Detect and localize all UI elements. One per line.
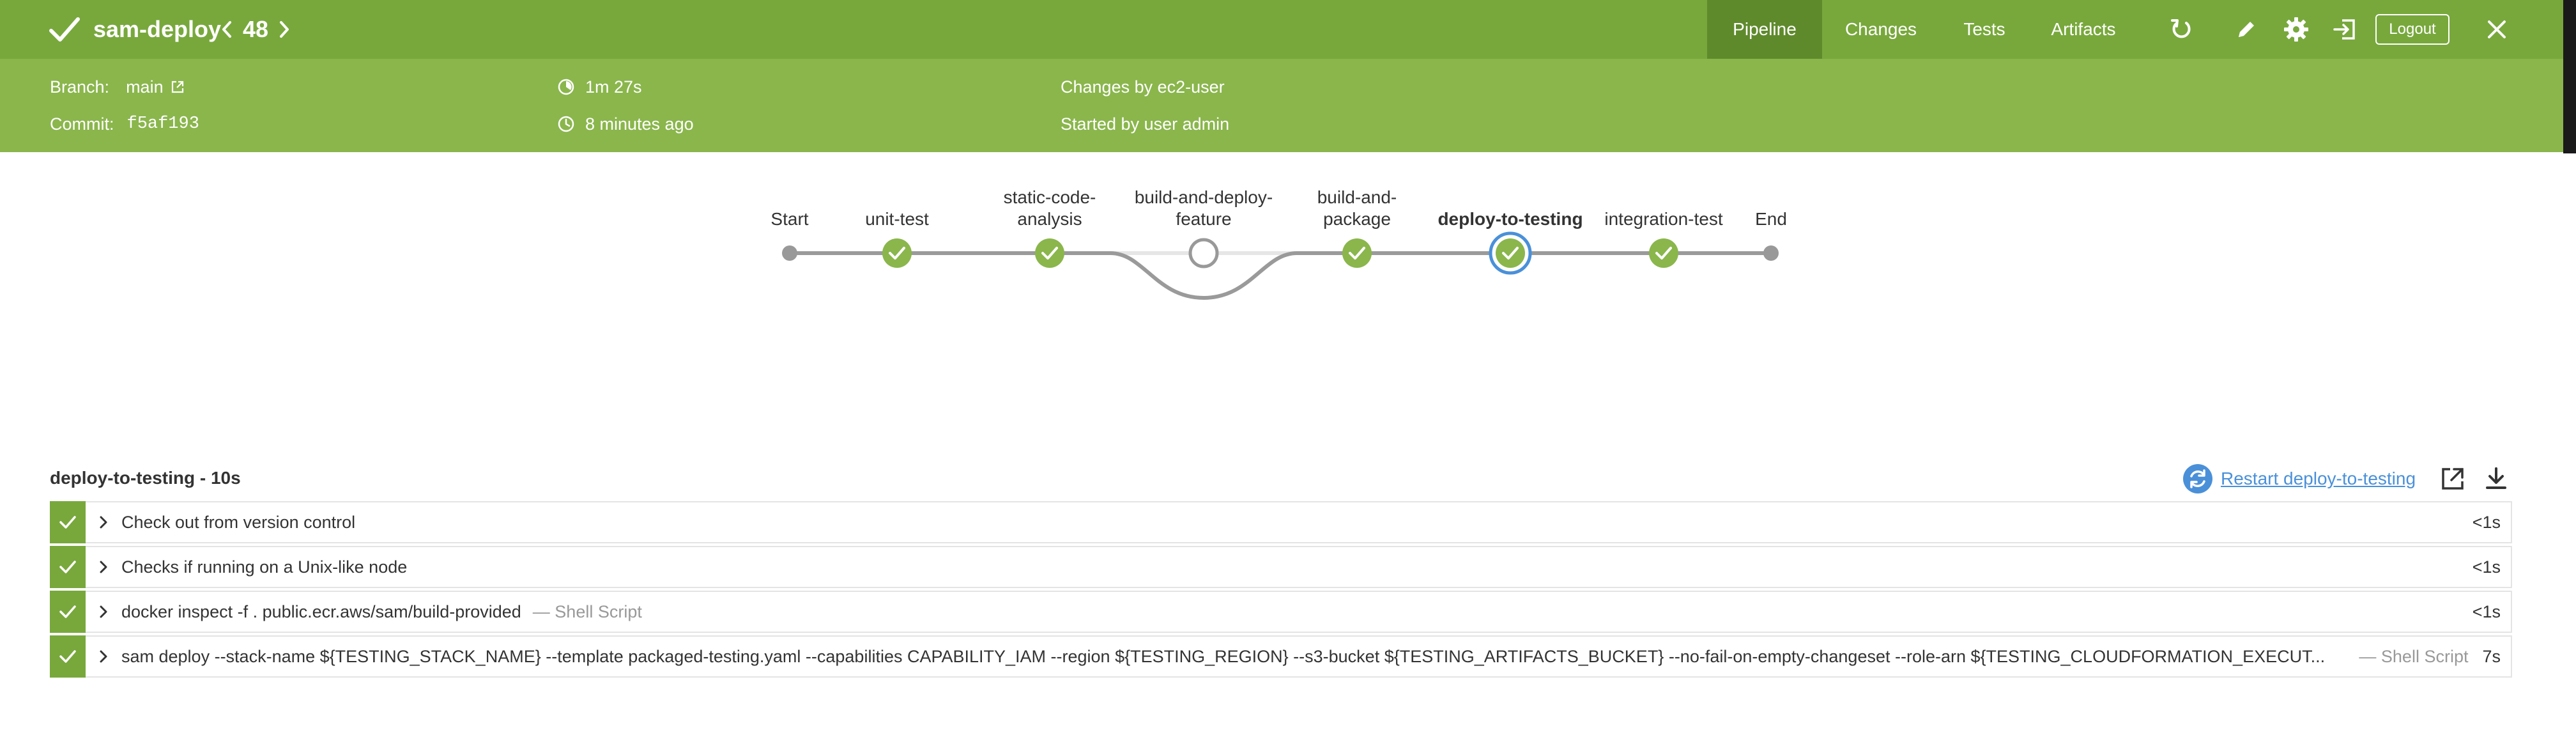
started-by: Started by user admin	[1061, 114, 1230, 134]
pipeline-header: sam-deploy 48 Pipeline Changes Tests Art…	[0, 0, 2563, 59]
duration-value: 1m 27s	[585, 77, 642, 97]
step-duration: 7s	[2482, 646, 2501, 666]
run-info-bar: Branch: main Commit: f5af193 1m 27s 8 mi…	[0, 59, 2563, 152]
step-row[interactable]: docker inspect -f . public.ecr.aws/sam/b…	[50, 591, 2512, 633]
header-tabs: Pipeline Changes Tests Artifacts	[1707, 0, 2138, 59]
step-label: Check out from version control	[121, 513, 2472, 532]
step-success-icon	[50, 635, 86, 678]
stage-label-end: End	[1755, 209, 1787, 229]
integration-test-node[interactable]	[1649, 238, 1678, 268]
step-success-icon	[50, 591, 86, 633]
step-row[interactable]: Check out from version control <1s	[50, 501, 2512, 543]
step-row[interactable]: sam deploy --stack-name ${TESTING_STACK_…	[50, 635, 2512, 678]
stage-label-build-and-deploy-feature[interactable]: build-and-deploy- feature	[1134, 187, 1273, 229]
scrollbar-thumb[interactable]	[2563, 0, 2576, 153]
step-duration: <1s	[2472, 512, 2501, 532]
stage-label-deploy-to-testing[interactable]: deploy-to-testing	[1438, 209, 1583, 229]
run-number: 48	[243, 16, 269, 42]
changes-by: Changes by ec2-user	[1061, 77, 1225, 97]
step-text: docker inspect -f . public.ecr.aws/sam/b…	[121, 602, 521, 621]
step-label: sam deploy --stack-name ${TESTING_STACK_…	[121, 647, 2359, 667]
branch-info: Branch: main	[50, 74, 185, 100]
external-link-icon[interactable]	[170, 79, 185, 95]
chevron-right-icon[interactable]	[86, 605, 121, 619]
open-log-icon[interactable]	[2438, 464, 2467, 493]
step-duration: <1s	[2472, 602, 2501, 621]
previous-run-icon[interactable]	[217, 14, 236, 45]
restart-icon	[2183, 464, 2212, 493]
pipeline-title[interactable]: sam-deploy	[93, 16, 222, 42]
chevron-right-icon[interactable]	[86, 560, 121, 574]
static-code-analysis-node[interactable]	[1035, 238, 1064, 268]
time-info: 8 minutes ago	[557, 111, 694, 137]
stage-detail-title: deploy-to-testing - 10s	[50, 468, 241, 488]
pipeline-graph: Start unit-test static-code- analysis bu…	[0, 153, 2563, 345]
edit-icon[interactable]	[2232, 15, 2260, 43]
step-label: docker inspect -f . public.ecr.aws/sam/b…	[121, 602, 2472, 622]
step-row[interactable]: Checks if running on a Unix-like node <1…	[50, 546, 2512, 588]
step-text: Check out from version control	[121, 512, 356, 532]
download-icon[interactable]	[2481, 464, 2511, 493]
chevron-right-icon[interactable]	[86, 649, 121, 664]
tab-changes[interactable]: Changes	[1844, 19, 1917, 39]
step-text: Checks if running on a Unix-like node	[121, 557, 408, 577]
end-node	[1763, 245, 1779, 261]
stage-label-start: Start	[770, 209, 809, 229]
tab-artifacts[interactable]: Artifacts	[2051, 19, 2116, 39]
step-text: sam deploy --stack-name ${TESTING_STACK_…	[121, 646, 2326, 666]
step-success-icon	[50, 546, 86, 588]
commit-value: f5af193	[126, 114, 199, 134]
step-duration: <1s	[2472, 557, 2501, 577]
classic-view-icon[interactable]	[2331, 15, 2359, 43]
step-label: Checks if running on a Unix-like node	[121, 557, 2472, 577]
scrollbar-track[interactable]	[2563, 153, 2576, 730]
commit-label: Commit:	[50, 114, 114, 134]
restart-stage-button[interactable]: Restart deploy-to-testing	[2182, 463, 2416, 495]
build-and-package-node[interactable]	[1342, 238, 1372, 268]
stage-label-static-code-analysis[interactable]: static-code- analysis	[1003, 187, 1096, 229]
pipeline-connector	[790, 251, 1771, 300]
step-success-icon	[50, 501, 86, 543]
clock-icon	[558, 116, 574, 132]
duration-icon	[558, 79, 574, 95]
unit-test-node[interactable]	[882, 238, 912, 268]
build-and-deploy-feature-node[interactable]	[1188, 238, 1219, 268]
logout-button[interactable]: Logout	[2375, 14, 2450, 45]
rerun-icon[interactable]	[2167, 15, 2195, 43]
step-type: — Shell Script	[532, 602, 642, 621]
commit-info: Commit: f5af193	[50, 111, 199, 137]
gear-icon[interactable]	[2282, 15, 2310, 43]
next-run-icon[interactable]	[275, 14, 294, 45]
stage-label-build-and-package[interactable]: build-and- package	[1317, 187, 1397, 229]
restart-label: Restart deploy-to-testing	[2221, 469, 2416, 488]
start-node	[782, 245, 797, 261]
time-ago-value: 8 minutes ago	[585, 114, 694, 134]
stage-label-unit-test[interactable]: unit-test	[865, 209, 929, 229]
deploy-to-testing-node[interactable]	[1489, 231, 1532, 275]
step-list: Check out from version control <1s Check…	[50, 501, 2512, 680]
branch-value[interactable]: main	[126, 77, 164, 97]
step-type: — Shell Script	[2359, 646, 2469, 666]
run-navigation: 48	[217, 14, 294, 45]
tab-pipeline[interactable]: Pipeline	[1707, 0, 1822, 59]
check-icon	[49, 17, 80, 42]
tab-tests[interactable]: Tests	[1963, 19, 2005, 39]
pipeline-graph-svg	[782, 231, 1779, 300]
close-icon[interactable]	[2483, 15, 2511, 43]
stage-label-integration-test[interactable]: integration-test	[1604, 209, 1723, 229]
chevron-right-icon[interactable]	[86, 515, 121, 529]
duration-info: 1m 27s	[557, 74, 642, 100]
branch-label: Branch:	[50, 77, 110, 97]
